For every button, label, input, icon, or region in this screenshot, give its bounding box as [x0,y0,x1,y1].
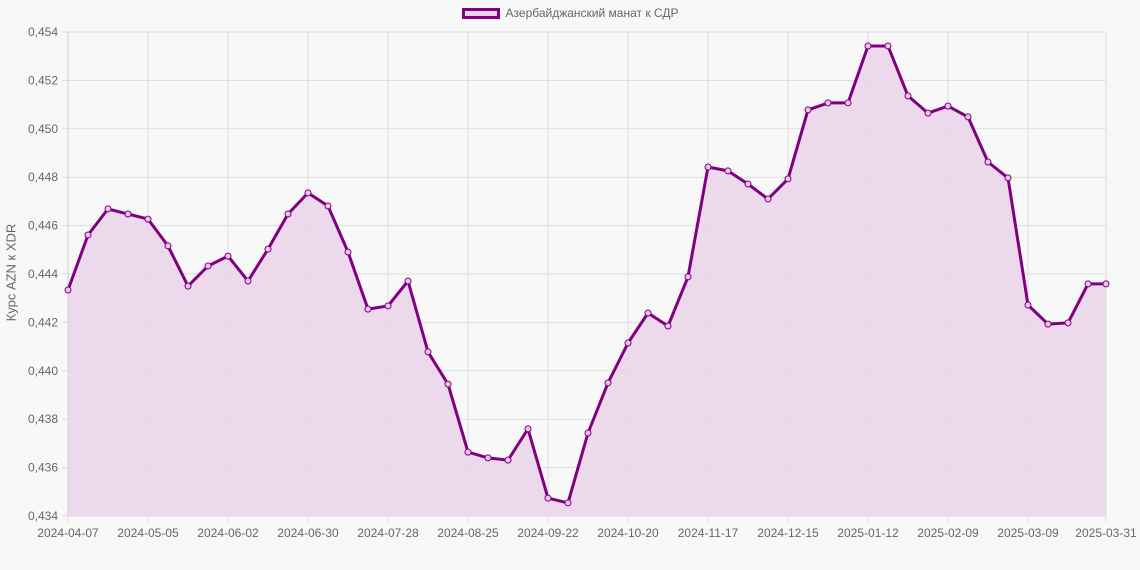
legend-swatch [461,7,500,19]
y-tick-label: 0,440 [28,364,58,378]
data-point[interactable] [604,379,612,387]
data-point[interactable] [404,277,412,285]
x-tick-label: 2024-12-15 [757,526,819,540]
data-point[interactable] [1044,320,1052,328]
y-tick-label: 0,450 [28,122,58,136]
y-tick-label: 0,454 [28,25,58,39]
x-axis-ticks: 2024-04-07 2024-05-05 2024-06-02 2024-06-30… [37,526,1137,540]
series-area [68,46,1106,516]
data-point[interactable] [804,106,812,114]
y-axis-ticks: 0,434 0,436 0,438 0,440 0,442 0,444 0,446 0,448… [28,25,58,523]
data-point[interactable] [484,454,492,462]
data-point[interactable] [64,286,72,294]
y-tick-label: 0,442 [28,315,58,329]
x-tick-label: 2024-07-28 [357,526,419,540]
data-point[interactable] [864,42,872,50]
data-point[interactable] [264,245,272,253]
x-tick-label: 2024-06-30 [277,526,339,540]
x-tick-label: 2024-11-17 [678,526,739,540]
legend-label: Азербайджанский манат к СДР [505,6,679,20]
data-point[interactable] [1064,319,1072,327]
data-point[interactable] [664,322,672,330]
data-point[interactable] [104,205,112,213]
y-tick-label: 0,452 [28,73,58,87]
data-point[interactable] [224,252,232,260]
y-tick-label: 0,446 [28,219,58,233]
data-point[interactable] [124,210,132,218]
x-tick-label: 2024-09-22 [517,526,579,540]
x-tick-label: 2024-06-02 [197,526,259,540]
data-point[interactable] [1024,301,1032,309]
y-tick-label: 0,436 [28,461,58,475]
data-point[interactable] [544,494,552,502]
data-point[interactable] [1004,174,1012,182]
data-point[interactable] [844,99,852,107]
data-point[interactable] [464,448,472,456]
data-point[interactable] [1102,280,1110,288]
data-point[interactable] [304,189,312,197]
data-point[interactable] [704,163,712,171]
data-point[interactable] [144,215,152,223]
data-point[interactable] [824,99,832,107]
data-point[interactable] [644,309,652,317]
data-point[interactable] [244,277,252,285]
x-tick-label: 2024-05-05 [117,526,179,540]
data-point[interactable] [324,202,332,210]
data-point[interactable] [384,302,392,310]
data-point[interactable] [884,42,892,50]
data-points [64,42,1110,507]
data-point[interactable] [344,248,352,256]
data-point[interactable] [784,175,792,183]
x-tick-label: 2024-10-20 [597,526,659,540]
data-point[interactable] [1084,280,1092,288]
data-point[interactable] [444,380,452,388]
data-point[interactable] [84,231,92,239]
y-tick-label: 0,438 [28,412,58,426]
data-point[interactable] [764,195,772,203]
x-tick-label: 2025-03-09 [997,526,1059,540]
data-point[interactable] [684,273,692,281]
x-tick-label: 2024-04-07 [37,526,99,540]
data-point[interactable] [744,180,752,188]
data-point[interactable] [424,348,432,356]
data-point[interactable] [924,109,932,117]
data-point[interactable] [964,113,972,121]
x-tick-label: 2025-02-09 [917,526,979,540]
data-point[interactable] [584,429,592,437]
data-point[interactable] [204,262,212,270]
data-point[interactable] [184,282,192,290]
data-point[interactable] [904,92,912,100]
data-point[interactable] [524,425,532,433]
data-point[interactable] [564,499,572,507]
data-point[interactable] [504,456,512,464]
data-point[interactable] [724,167,732,175]
y-tick-label: 0,444 [28,267,58,281]
y-tick-label: 0,434 [28,509,58,523]
chart-legend[interactable]: Азербайджанский манат к СДР [0,6,1140,20]
x-tick-label: 2025-01-12 [837,526,899,540]
data-point[interactable] [284,210,292,218]
data-point[interactable] [364,305,372,313]
x-tick-label: 2024-08-25 [437,526,499,540]
data-point[interactable] [624,339,632,347]
y-tick-label: 0,448 [28,170,58,184]
data-point[interactable] [164,242,172,250]
x-tick-label: 2025-03-31 [1075,526,1137,540]
data-point[interactable] [984,158,992,166]
data-point[interactable] [944,102,952,110]
